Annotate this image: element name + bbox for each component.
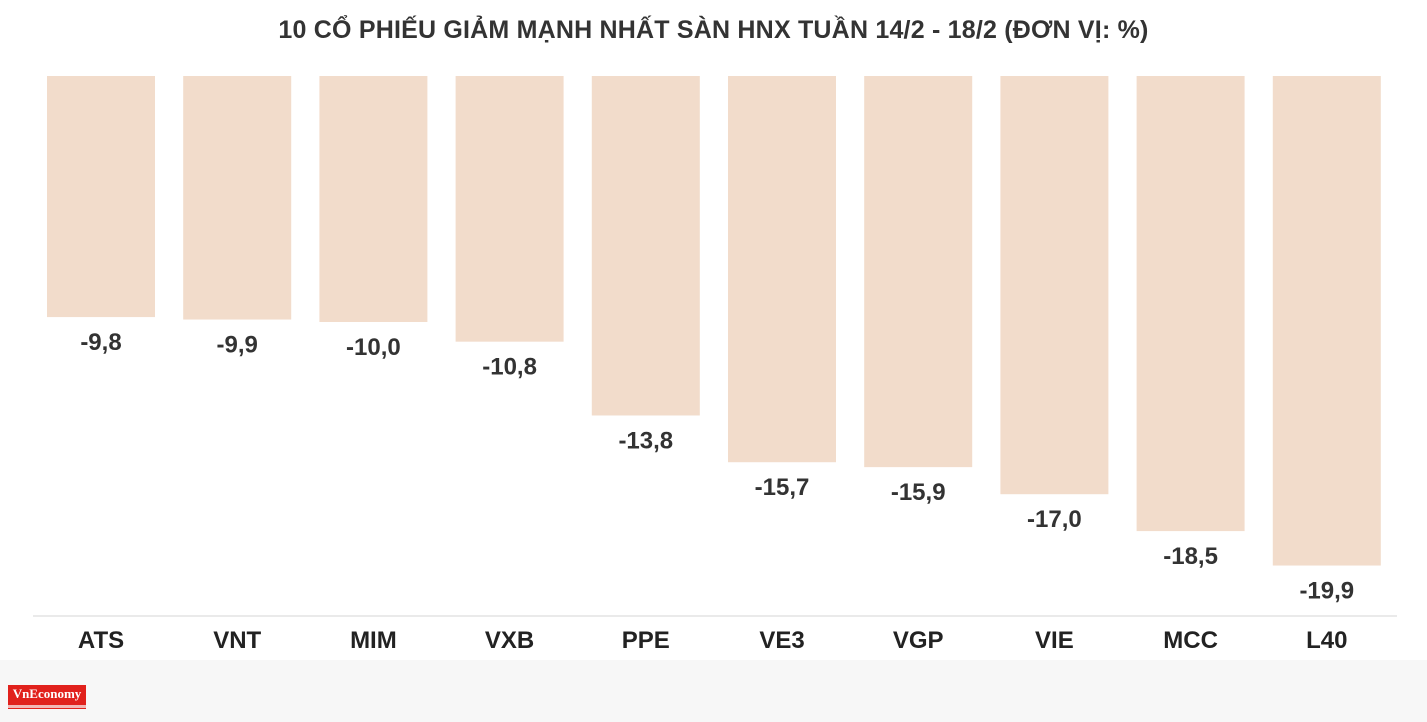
value-label-ats: -9,8: [80, 329, 121, 356]
chart-title: 10 CỔ PHIẾU GIẢM MẠNH NHẤT SÀN HNX TUẦN …: [278, 16, 1149, 44]
x-tick-label-ats: ATS: [78, 627, 124, 654]
x-tick-label-vnt: VNT: [213, 627, 261, 654]
bars-group: [47, 76, 1381, 566]
x-tick-labels-group: ATS VNT MIM VXB PPE VE3 VGP VIE MCC L40: [78, 627, 1348, 654]
bar-chart: -9,8 -9,9 -10,0 -10,8 -13,8 -15,7 -15,9 -17,0 -1…: [33, 76, 1397, 654]
x-tick-label-ve3: VE3: [759, 627, 804, 654]
footer-band: [0, 660, 1427, 722]
vneconomy-logo: VnEconomy: [8, 685, 86, 709]
value-label-ppe: -13,8: [618, 427, 673, 454]
value-label-vie: -17,0: [1027, 506, 1082, 533]
value-label-vxb: -10,8: [482, 354, 537, 381]
bar-l40: [1272, 76, 1381, 566]
bar-ve3: [728, 76, 836, 463]
value-label-mim: -10,0: [346, 334, 401, 361]
x-tick-label-l40: L40: [1306, 627, 1347, 654]
bar-vie: [1000, 76, 1109, 495]
logo-strip: [8, 705, 86, 708]
x-tick-label-ppe: PPE: [622, 627, 670, 654]
bar-ats: [47, 76, 155, 318]
x-tick-label-vie: VIE: [1035, 627, 1074, 654]
x-tick-label-vxb: VXB: [485, 627, 534, 654]
x-tick-label-vgp: VGP: [893, 627, 944, 654]
x-tick-label-mcc: MCC: [1163, 627, 1218, 654]
value-labels-group: -9,8 -9,9 -10,0 -10,8 -13,8 -15,7 -15,9 -17,0 -1…: [80, 329, 1354, 604]
value-label-l40: -19,9: [1299, 578, 1354, 605]
bar-mim: [319, 76, 428, 322]
value-label-vnt: -9,9: [217, 332, 258, 359]
value-label-vgp: -15,9: [891, 479, 946, 506]
bar-vnt: [183, 76, 292, 320]
bar-ppe: [591, 76, 700, 416]
x-tick-label-mim: MIM: [350, 627, 397, 654]
bar-vxb: [455, 76, 564, 342]
bar-mcc: [1136, 76, 1245, 532]
value-label-ve3: -15,7: [755, 474, 810, 501]
logo-text: VnEconomy: [12, 686, 82, 701]
value-label-mcc: -18,5: [1163, 543, 1218, 570]
bar-vgp: [864, 76, 973, 468]
